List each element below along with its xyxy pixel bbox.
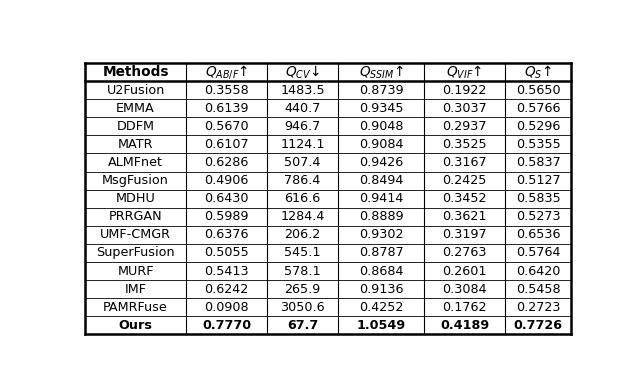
Text: 507.4: 507.4 (284, 156, 321, 169)
Text: 0.6420: 0.6420 (516, 265, 560, 277)
Text: 0.8494: 0.8494 (359, 174, 403, 187)
Text: 0.9136: 0.9136 (359, 283, 403, 296)
Text: 0.8889: 0.8889 (359, 210, 403, 223)
Text: 0.2763: 0.2763 (442, 246, 487, 260)
Text: 0.3452: 0.3452 (442, 192, 487, 205)
Text: IMF: IMF (125, 283, 147, 296)
Text: 0.9084: 0.9084 (359, 138, 403, 151)
Text: 0.6376: 0.6376 (205, 229, 249, 241)
Text: 0.8684: 0.8684 (359, 265, 403, 277)
Text: 0.3621: 0.3621 (442, 210, 487, 223)
Text: MDHU: MDHU (116, 192, 156, 205)
Text: 1284.4: 1284.4 (280, 210, 325, 223)
Text: 0.7770: 0.7770 (202, 319, 252, 332)
Text: 0.6286: 0.6286 (205, 156, 249, 169)
Text: 0.3167: 0.3167 (442, 156, 487, 169)
Text: U2Fusion: U2Fusion (106, 84, 164, 97)
Text: 0.8787: 0.8787 (359, 246, 404, 260)
Text: 0.5989: 0.5989 (205, 210, 249, 223)
Text: 545.1: 545.1 (284, 246, 321, 260)
Text: 0.4906: 0.4906 (205, 174, 249, 187)
Text: 0.5670: 0.5670 (204, 120, 249, 133)
Text: 0.5650: 0.5650 (516, 84, 561, 97)
Text: 0.6242: 0.6242 (205, 283, 249, 296)
Text: 0.6430: 0.6430 (205, 192, 249, 205)
Text: $Q_{AB/F}$↑: $Q_{AB/F}$↑ (205, 63, 248, 81)
Text: 265.9: 265.9 (285, 283, 321, 296)
Text: 0.5055: 0.5055 (204, 246, 249, 260)
Text: 0.6536: 0.6536 (516, 229, 561, 241)
Text: 0.9048: 0.9048 (359, 120, 403, 133)
Text: 0.9426: 0.9426 (359, 156, 403, 169)
Text: 0.5764: 0.5764 (516, 246, 561, 260)
Text: 0.5835: 0.5835 (516, 192, 561, 205)
Text: EMMA: EMMA (116, 102, 155, 115)
Text: 0.9345: 0.9345 (359, 102, 403, 115)
Text: 786.4: 786.4 (285, 174, 321, 187)
Text: MsgFusion: MsgFusion (102, 174, 169, 187)
Text: 0.5766: 0.5766 (516, 102, 561, 115)
Text: Ours: Ours (118, 319, 152, 332)
Text: 0.9414: 0.9414 (359, 192, 403, 205)
Text: 0.2601: 0.2601 (442, 265, 487, 277)
Text: $Q_{VIF}$↑: $Q_{VIF}$↑ (447, 63, 483, 81)
Text: 0.2937: 0.2937 (442, 120, 487, 133)
Text: 0.3084: 0.3084 (442, 283, 487, 296)
Text: 0.5837: 0.5837 (516, 156, 561, 169)
Text: 67.7: 67.7 (287, 319, 318, 332)
Text: 0.5127: 0.5127 (516, 174, 561, 187)
Text: ALMFnet: ALMFnet (108, 156, 163, 169)
Text: DDFM: DDFM (116, 120, 155, 133)
Text: 0.5458: 0.5458 (516, 283, 561, 296)
Text: 0.5273: 0.5273 (516, 210, 561, 223)
Text: 0.7726: 0.7726 (514, 319, 563, 332)
Text: 578.1: 578.1 (284, 265, 321, 277)
Text: 0.3197: 0.3197 (442, 229, 487, 241)
Text: 0.2723: 0.2723 (516, 301, 561, 314)
Text: 946.7: 946.7 (285, 120, 321, 133)
Text: PAMRFuse: PAMRFuse (103, 301, 168, 314)
Text: PRRGAN: PRRGAN (109, 210, 163, 223)
Text: 616.6: 616.6 (285, 192, 321, 205)
Text: 0.6107: 0.6107 (204, 138, 249, 151)
Text: $Q_{S}$↑: $Q_{S}$↑ (524, 63, 552, 81)
Text: 0.0908: 0.0908 (204, 301, 249, 314)
Text: 0.5355: 0.5355 (516, 138, 561, 151)
Text: MATR: MATR (118, 138, 154, 151)
Text: Methods: Methods (102, 65, 169, 79)
Text: 0.4189: 0.4189 (440, 319, 490, 332)
Text: 0.9302: 0.9302 (359, 229, 403, 241)
Text: $Q_{CV}$↓: $Q_{CV}$↓ (285, 63, 320, 81)
Text: MURF: MURF (117, 265, 154, 277)
Text: 1483.5: 1483.5 (280, 84, 325, 97)
Text: 0.8739: 0.8739 (359, 84, 403, 97)
Text: 0.1922: 0.1922 (442, 84, 487, 97)
Text: 0.3037: 0.3037 (442, 102, 487, 115)
Text: $Q_{SSIM}$↑: $Q_{SSIM}$↑ (359, 63, 404, 81)
Text: 206.2: 206.2 (285, 229, 321, 241)
Text: 440.7: 440.7 (285, 102, 321, 115)
Text: 1.0549: 1.0549 (356, 319, 406, 332)
Text: 0.3558: 0.3558 (204, 84, 249, 97)
Text: 0.3525: 0.3525 (442, 138, 487, 151)
Text: 0.5296: 0.5296 (516, 120, 560, 133)
Text: 1124.1: 1124.1 (280, 138, 325, 151)
Text: 0.6139: 0.6139 (205, 102, 249, 115)
Text: 3050.6: 3050.6 (280, 301, 325, 314)
Text: 0.4252: 0.4252 (359, 301, 403, 314)
Text: SuperFusion: SuperFusion (96, 246, 175, 260)
Text: 0.2425: 0.2425 (442, 174, 487, 187)
Text: 0.1762: 0.1762 (442, 301, 487, 314)
Text: UMF-CMGR: UMF-CMGR (100, 229, 171, 241)
Text: 0.5413: 0.5413 (204, 265, 249, 277)
